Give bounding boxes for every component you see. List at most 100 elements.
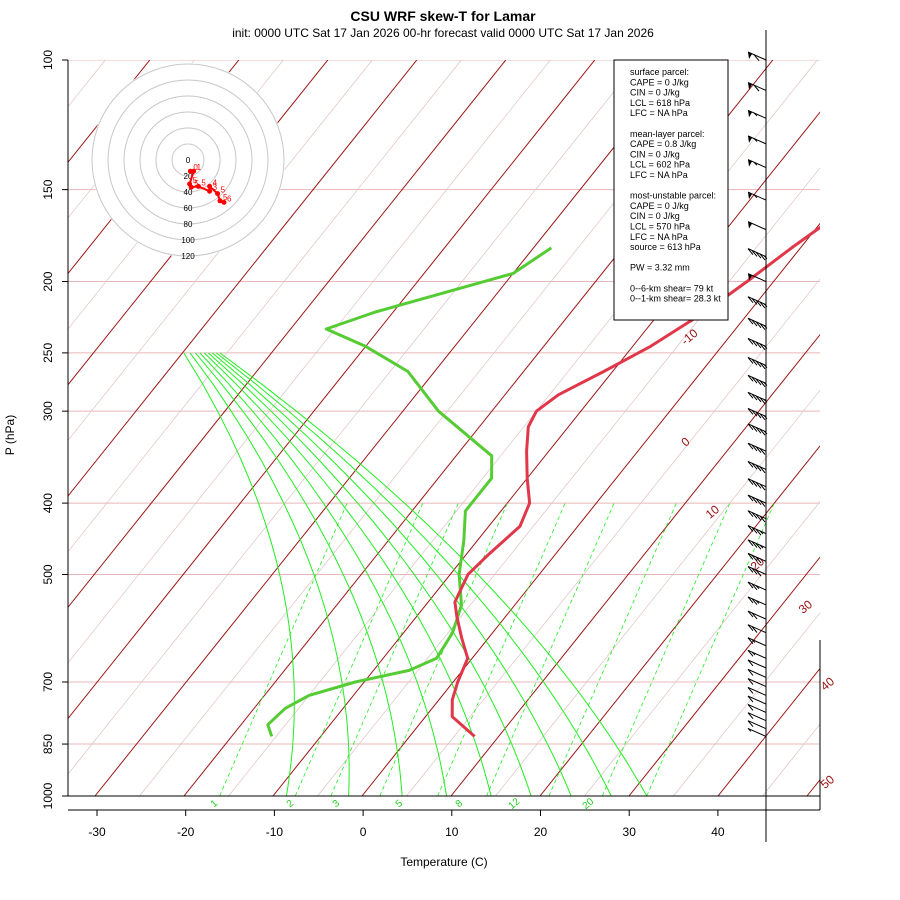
- wind-barb-feather: [747, 720, 754, 727]
- moist-adiabat-lines: [183, 352, 648, 797]
- hodograph-point: [207, 188, 213, 194]
- skewed-guide-line: [495, 389, 820, 797]
- isotherm-line: [68, 60, 418, 497]
- wind-barb-flag: [748, 110, 752, 118]
- hodograph-point-label: 5: [194, 179, 199, 188]
- hodograph-point: [191, 168, 197, 174]
- wind-barb: [747, 712, 767, 722]
- wind-barb-shaft: [747, 159, 767, 169]
- wind-barb-feather: [759, 380, 766, 388]
- wind-barb-feather: [759, 413, 766, 421]
- mixing-ratio-line: [219, 502, 348, 797]
- wind-barb-feather: [759, 448, 766, 455]
- wind-barb-feather: [751, 358, 758, 366]
- info-box-line: CIN = 0 J/kg: [630, 88, 680, 98]
- wind-barb-feather: [747, 704, 754, 711]
- wind-barb-feather: [753, 54, 760, 61]
- wind-barb: [747, 296, 768, 309]
- wind-barb-feather: [755, 299, 762, 307]
- y-tick-label: 300: [41, 401, 55, 421]
- wind-barb-feather: [759, 301, 766, 309]
- wind-barb-feather: [759, 515, 766, 523]
- wind-barb-half-feather: [763, 382, 768, 386]
- wind-barb-feather: [747, 637, 754, 645]
- isotherm-line: [68, 60, 507, 609]
- wind-barb-half-feather: [755, 600, 760, 604]
- wind-barb-feather: [759, 428, 766, 436]
- wind-barb-shaft: [747, 82, 767, 91]
- y-axis-label: P (hPa): [3, 415, 17, 455]
- chart-subtitle: init: 0000 UTC Sat 17 Jan 2026 00-hr for…: [232, 26, 654, 40]
- hodograph-point: [215, 191, 221, 197]
- hodograph-ring-label: 20: [184, 172, 193, 181]
- wind-barb: [747, 109, 767, 119]
- wind-barb-half-feather: [753, 194, 758, 199]
- wind-barb-feather: [747, 566, 754, 573]
- wind-barb-feather: [751, 319, 758, 327]
- wind-barb: [747, 704, 767, 713]
- wind-barb: [747, 82, 767, 92]
- wind-barb: [747, 460, 767, 474]
- wind-barb-half-feather: [751, 651, 756, 656]
- y-tick-label: 150: [41, 179, 55, 199]
- wind-barb-feather: [747, 659, 754, 667]
- wind-barb-half-feather: [763, 255, 768, 260]
- wind-barb-feather: [755, 513, 762, 521]
- wind-barb-feather: [751, 250, 758, 257]
- wind-barb-feather: [747, 442, 754, 450]
- hodograph-ring: [171, 143, 205, 177]
- wind-barb-shaft: [747, 109, 767, 119]
- mixing-ratio-line: [646, 502, 775, 797]
- isotherm-line: [539, 445, 820, 797]
- wind-barb-feather: [755, 427, 762, 434]
- info-box-line: CAPE = 0 J/kg: [630, 201, 689, 211]
- wind-barb-shaft: [747, 686, 767, 696]
- wind-barb-feather: [755, 481, 762, 489]
- hodograph-ring: [107, 79, 269, 241]
- wind-barb-feather: [747, 317, 754, 325]
- wind-barb-shaft: [747, 720, 767, 730]
- moist-adiabat-line: [199, 352, 448, 797]
- wind-barb-feather: [747, 539, 754, 547]
- wind-barb-feather: [751, 541, 758, 548]
- wind-barb-feather: [751, 462, 758, 470]
- wind-barb-feather: [755, 569, 762, 577]
- wind-barb-feather: [751, 598, 758, 606]
- skewed-guide-line: [68, 60, 640, 775]
- wind-barb-feather: [751, 298, 758, 305]
- wind-barb-feather: [751, 554, 758, 562]
- wind-barb-flag: [748, 52, 752, 59]
- mixing-ratio-label: 2: [285, 798, 297, 810]
- isotherm-label: 30: [796, 597, 815, 617]
- wind-barb: [747, 374, 768, 388]
- wind-barb-feather: [747, 408, 754, 415]
- wind-barb-feather: [755, 321, 762, 329]
- wind-barb-shaft: [747, 624, 767, 634]
- info-box-line: most-unstable parcel:: [630, 191, 716, 201]
- wind-barb-feather: [755, 446, 762, 454]
- hodograph-point: [221, 199, 227, 205]
- wind-barb-feather: [755, 464, 762, 472]
- wind-barb-feather: [755, 360, 762, 368]
- isotherm-line: [272, 111, 820, 797]
- hodograph-ring-label: 0: [186, 156, 191, 165]
- wind-barb-feather: [755, 341, 762, 349]
- hodograph-point-label: 1: [197, 163, 202, 172]
- hodograph-point-label: 5: [201, 178, 206, 187]
- wind-barb-flag: [748, 192, 752, 200]
- moist-adiabat-line: [211, 352, 572, 797]
- hodograph-trace: [188, 170, 225, 204]
- wind-barb-shaft: [747, 135, 767, 145]
- wind-barb-shaft: [747, 649, 767, 659]
- wind-barb-feather: [755, 528, 762, 536]
- info-box-line: LFC = NA hPa: [630, 232, 688, 242]
- x-axis-label: Temperature (C): [400, 855, 487, 869]
- wind-barb: [747, 637, 767, 647]
- wind-barb-half-feather: [751, 639, 756, 643]
- skewed-guide-line: [406, 278, 820, 797]
- info-box-line: LCL = 618 hPa: [630, 98, 690, 108]
- wind-barb-feather: [747, 375, 754, 382]
- wind-barb-feather: [755, 251, 762, 259]
- wind-barb-feather: [747, 610, 754, 618]
